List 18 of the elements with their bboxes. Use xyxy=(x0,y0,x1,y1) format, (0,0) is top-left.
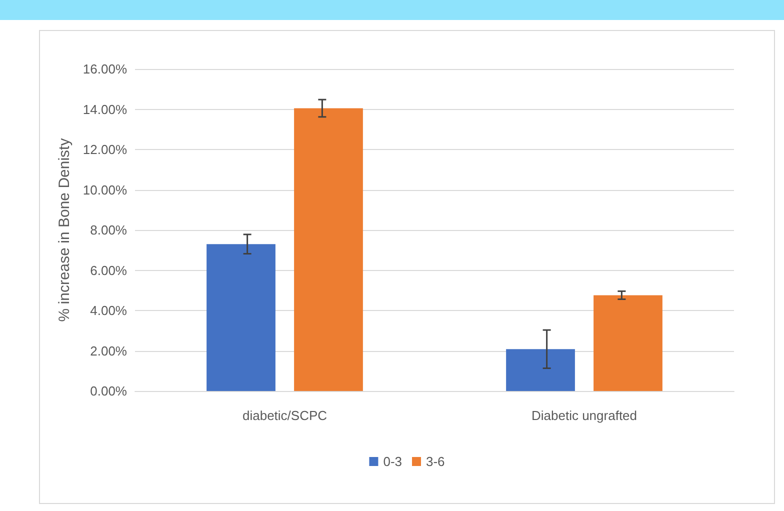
y-tick-label: 2.00% xyxy=(90,343,128,358)
legend-label: 0-3 xyxy=(383,454,402,469)
y-tick-label: 16.00% xyxy=(82,62,128,76)
legend-label: 3-6 xyxy=(426,454,445,469)
y-tick-label: 4.00% xyxy=(90,303,128,318)
y-tick-label: 12.00% xyxy=(82,142,128,157)
y-axis-title: % increase in Bone Denisty xyxy=(56,138,74,322)
y-tick-label: 8.00% xyxy=(90,222,128,238)
bar xyxy=(506,349,575,391)
y-tick-label: 10.00% xyxy=(82,182,128,198)
x-tick-label: Diabetic ungrafted xyxy=(531,408,638,423)
y-tick-label: 6.00% xyxy=(90,262,128,278)
y-tick-label: 0.00% xyxy=(90,384,128,398)
y-tick-label: 14.00% xyxy=(82,102,128,117)
bar xyxy=(206,244,276,391)
bar xyxy=(594,295,662,391)
x-tick-label: diabetic/SCPC xyxy=(242,408,328,423)
bar xyxy=(294,108,363,391)
